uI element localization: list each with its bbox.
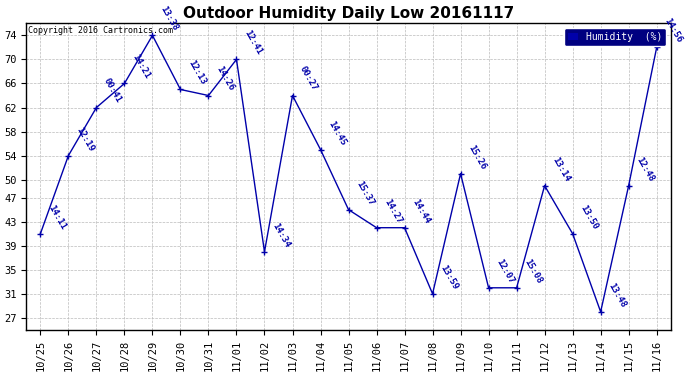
Text: 13:59: 13:59: [438, 263, 460, 291]
Text: 14:56: 14:56: [662, 17, 684, 45]
Text: 12:07: 12:07: [494, 257, 515, 285]
Text: 00:27: 00:27: [298, 65, 319, 93]
Text: 14:21: 14:21: [130, 53, 151, 81]
Text: 12:19: 12:19: [74, 125, 95, 153]
Text: 13:50: 13:50: [578, 203, 600, 231]
Text: 15:08: 15:08: [522, 257, 544, 285]
Text: 13:14: 13:14: [550, 155, 571, 183]
Legend: Humidity  (%): Humidity (%): [564, 28, 666, 46]
Text: 14:26: 14:26: [214, 65, 235, 93]
Text: 12:13: 12:13: [186, 59, 207, 87]
Text: 00:41: 00:41: [102, 77, 124, 105]
Text: 15:26: 15:26: [466, 143, 487, 171]
Text: 14:27: 14:27: [382, 197, 404, 225]
Title: Outdoor Humidity Daily Low 20161117: Outdoor Humidity Daily Low 20161117: [183, 6, 514, 21]
Text: 14:45: 14:45: [326, 119, 347, 147]
Text: 14:44: 14:44: [410, 197, 431, 225]
Text: 14:11: 14:11: [46, 203, 67, 231]
Text: Copyright 2016 Cartronics.com: Copyright 2016 Cartronics.com: [28, 27, 172, 36]
Text: 13:48: 13:48: [607, 281, 627, 309]
Text: 14:34: 14:34: [270, 221, 291, 249]
Text: 13:38: 13:38: [158, 5, 179, 33]
Text: 15:37: 15:37: [354, 179, 375, 207]
Text: 12:48: 12:48: [634, 155, 656, 183]
Text: 12:41: 12:41: [242, 29, 264, 57]
